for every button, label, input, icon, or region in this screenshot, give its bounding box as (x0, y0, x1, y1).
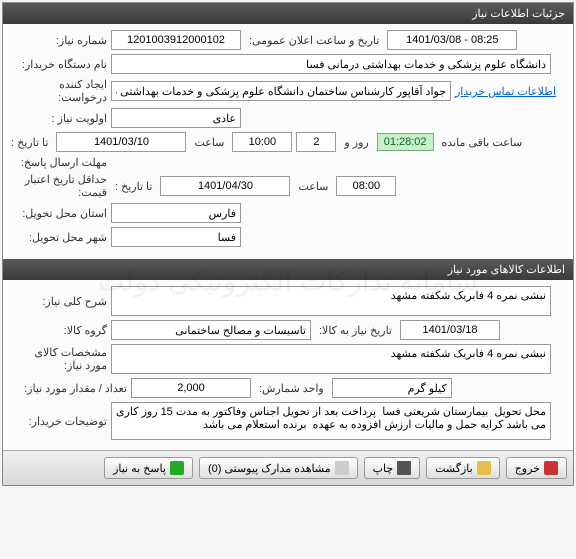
province-field (111, 203, 241, 223)
announce-datetime-field (387, 30, 517, 50)
requester-label: ایجاد کننده درخواست: (7, 78, 107, 104)
need-number-field (111, 30, 241, 50)
buyer-org-field (111, 54, 551, 74)
deadline-time-label: ساعت (190, 136, 228, 149)
back-label: بازگشت (435, 462, 473, 475)
exit-icon (544, 461, 558, 475)
validity-time-label: ساعت (294, 180, 332, 193)
exit-button[interactable]: خروج (506, 457, 567, 479)
row-validity: ساعت تا تاریخ : حداقل تاریخ اعتبار قیمت: (7, 173, 569, 199)
validity-label: حداقل تاریخ اعتبار قیمت: (7, 173, 107, 199)
qty-label: تعداد / مقدار مورد نیاز: (7, 382, 127, 395)
row-spec: نبشی نمره 4 فابریک شکفته مشهد مشخصات کال… (7, 344, 569, 374)
deadline-label: مهلت ارسال پاسخ: (7, 156, 107, 169)
row-deadline: ساعت باقی مانده 01:28:02 روز و ساعت تا ت… (7, 132, 569, 169)
spec-field: نبشی نمره 4 فابریک شکفته مشهد (111, 344, 551, 374)
need-date-label: تاریخ نیاز به کالا: (315, 324, 396, 337)
row-priority: اولویت نیاز : (7, 108, 569, 128)
back-icon (477, 461, 491, 475)
section2-title: اطلاعات کالاهای مورد نیاز (3, 259, 573, 280)
city-field (111, 227, 241, 247)
footer-toolbar: خروج بازگشت چاپ مشاهده مدارک پیوستی (0) … (3, 450, 573, 485)
spec-label: مشخصات کالای مورد نیاز: (7, 346, 107, 372)
remain-label: ساعت باقی مانده (438, 136, 527, 149)
buyer-notes-field: محل تحویل بیمارستان شریعتی فسا پرداخت بع… (111, 402, 551, 440)
unit-label: واحد شمارش: (255, 382, 328, 395)
deadline-time-field (232, 132, 292, 152)
details-window: جزئیات اطلاعات نیاز تاریخ و ساعت اعلان ع… (2, 2, 574, 486)
group-label: گروه کالا: (7, 324, 107, 337)
need-desc-label: شرح کلی نیاز: (7, 295, 107, 308)
row-qty: واحد شمارش: تعداد / مقدار مورد نیاز: (7, 378, 569, 398)
timer: 01:28:02 (377, 133, 434, 151)
qty-field (131, 378, 251, 398)
row-need-number: تاریخ و ساعت اعلان عمومی: شماره نیاز: (7, 30, 569, 50)
row-requester: اطلاعات تماس خریدار ایجاد کننده درخواست: (7, 78, 569, 104)
exit-label: خروج (515, 462, 540, 475)
back-button[interactable]: بازگشت (426, 457, 500, 479)
validity-date-field (160, 176, 290, 196)
validity-to-label: تا تاریخ : (111, 180, 156, 193)
respond-label: پاسخ به نیاز (113, 462, 166, 475)
row-city: شهر محل تحویل: (7, 227, 569, 247)
province-label: استان محل تحویل: (7, 207, 107, 220)
announce-label: تاریخ و ساعت اعلان عمومی: (245, 34, 383, 47)
buyer-org-label: نام دستگاه خریدار: (7, 58, 107, 71)
attachments-label: مشاهده مدارک پیوستی (0) (208, 462, 331, 475)
print-button[interactable]: چاپ (364, 457, 421, 479)
row-province: استان محل تحویل: (7, 203, 569, 223)
row-group: تاریخ نیاز به کالا: گروه کالا: (7, 320, 569, 340)
priority-label: اولویت نیاز : (7, 112, 107, 125)
deadline-to-label: تا تاریخ : (7, 136, 52, 149)
days-and-label: روز و (340, 136, 372, 149)
need-date-field (400, 320, 500, 340)
days-field (296, 132, 336, 152)
print-icon (397, 461, 411, 475)
need-desc-field: نبشی نمره 4 فابریک شکفته مشهد (111, 286, 551, 316)
priority-field (111, 108, 241, 128)
row-buyer-org: نام دستگاه خریدار: (7, 54, 569, 74)
print-label: چاپ (373, 462, 394, 475)
city-label: شهر محل تحویل: (7, 231, 107, 244)
form-section-2: نبشی نمره 4 فابریک شکفته مشهد شرح کلی نی… (3, 280, 573, 450)
respond-icon (170, 461, 184, 475)
row-buyer-notes: محل تحویل بیمارستان شریعتی فسا پرداخت بع… (7, 402, 569, 440)
need-number-label: شماره نیاز: (7, 34, 107, 47)
attachments-icon (335, 461, 349, 475)
window-title: جزئیات اطلاعات نیاز (3, 3, 573, 24)
unit-field (332, 378, 452, 398)
deadline-date-field (56, 132, 186, 152)
respond-button[interactable]: پاسخ به نیاز (104, 457, 193, 479)
validity-time-field (336, 176, 396, 196)
buyer-notes-label: توضیحات خریدار: (7, 415, 107, 428)
row-need-desc: نبشی نمره 4 فابریک شکفته مشهد شرح کلی نی… (7, 286, 569, 316)
contact-link[interactable]: اطلاعات تماس خریدار (455, 85, 556, 98)
attachments-button[interactable]: مشاهده مدارک پیوستی (0) (199, 457, 358, 479)
group-field (111, 320, 311, 340)
requester-field (111, 81, 451, 101)
form-section-1: تاریخ و ساعت اعلان عمومی: شماره نیاز: نا… (3, 24, 573, 257)
